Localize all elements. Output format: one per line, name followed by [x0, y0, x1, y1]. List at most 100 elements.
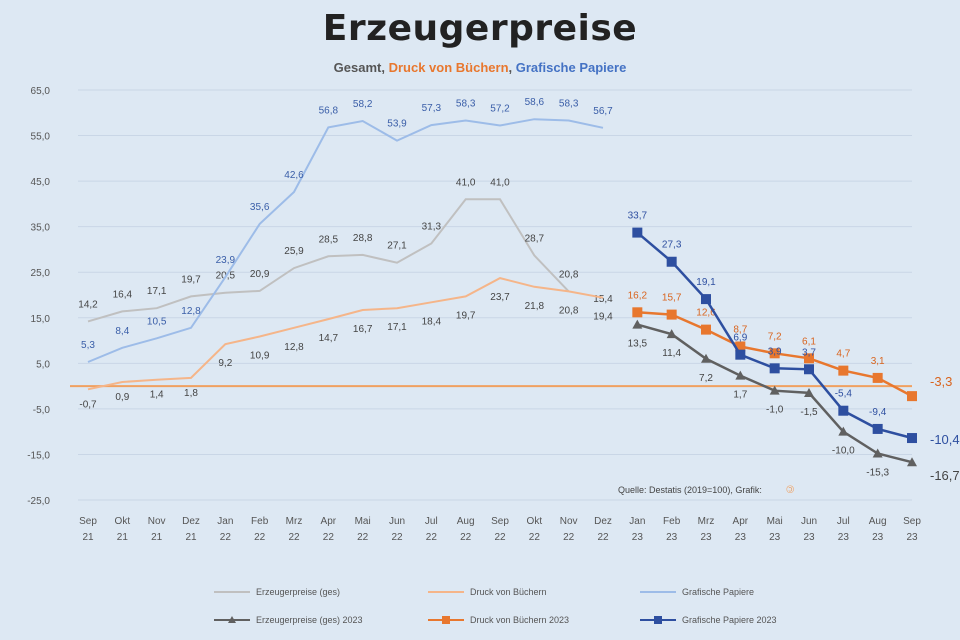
legend-entry: Druck von Büchern 2023	[470, 615, 569, 625]
data-label: 17,1	[147, 286, 167, 297]
y-tick-label: 5,0	[36, 359, 50, 370]
data-label: -10,4	[930, 432, 960, 447]
y-tick-label: 25,0	[31, 268, 51, 279]
data-label: 27,1	[387, 241, 407, 252]
data-label: 53,9	[387, 119, 407, 130]
data-label: 1,7	[733, 390, 747, 401]
data-label: 58,2	[353, 99, 373, 110]
data-label: 42,6	[284, 170, 304, 181]
data-point-4	[769, 348, 780, 359]
legend-swatch-marker	[228, 616, 236, 623]
x-tick-label: Nov 21	[148, 516, 166, 543]
data-label: 41,0	[456, 177, 476, 188]
data-label: -0,7	[79, 399, 97, 410]
data-label: 3,1	[871, 356, 885, 367]
data-point-3	[701, 353, 711, 363]
x-tick-label: Sep 21	[79, 516, 97, 543]
x-tick-label: Mai 22	[355, 516, 371, 543]
data-label: 8,7	[733, 324, 747, 335]
x-tick-label: Apr 23	[733, 516, 749, 543]
series-line-1	[87, 277, 604, 391]
x-tick-label: Mrz 22	[286, 516, 303, 543]
data-point-5	[632, 227, 643, 238]
data-label: 1,8	[184, 388, 198, 399]
data-label: 56,7	[593, 106, 613, 117]
data-point-5	[666, 256, 677, 267]
data-label: 56,8	[319, 105, 339, 116]
data-label: 8,4	[115, 326, 129, 337]
y-tick-label: 15,0	[31, 314, 51, 325]
data-label: 33,7	[628, 211, 648, 222]
data-label: 57,2	[490, 104, 510, 115]
x-tick-label: Jun 22	[389, 516, 405, 543]
legend-entry: Erzeugerpreise (ges) 2023	[256, 615, 363, 625]
x-tick-label: Feb 23	[663, 516, 681, 543]
x-tick-label: Nov 22	[560, 516, 578, 543]
y-tick-label: -5,0	[33, 405, 51, 416]
data-label: 27,3	[662, 240, 682, 251]
x-tick-label: Okt 22	[527, 516, 543, 543]
data-label: 17,1	[387, 322, 407, 333]
data-label: 57,3	[422, 103, 442, 114]
data-point-3	[838, 426, 849, 436]
legend-swatch-marker	[442, 616, 450, 624]
x-tick-label: Jan 22	[217, 516, 233, 543]
data-point-3	[907, 457, 917, 467]
data-label: 23,7	[490, 292, 510, 303]
subtitle-part-total: Gesamt,	[333, 60, 389, 75]
data-label: 58,3	[559, 99, 579, 110]
x-tick-label: Mai 23	[767, 516, 783, 543]
data-label: -3,3	[930, 374, 952, 389]
data-point-5	[701, 294, 711, 305]
y-tick-label: 65,0	[31, 86, 51, 97]
legend-entry: Grafische Papiere 2023	[682, 615, 777, 625]
data-label: 6,1	[802, 336, 816, 347]
y-tick-label: -25,0	[27, 496, 50, 507]
data-label: 15,4	[593, 294, 613, 305]
data-label: 0,9	[115, 392, 129, 403]
data-point-4	[872, 372, 883, 383]
data-point-5	[769, 363, 780, 374]
data-label: 23,9	[216, 255, 236, 266]
data-label: 20,9	[250, 269, 270, 280]
data-point-3	[735, 370, 746, 380]
data-label: 20,8	[559, 305, 579, 316]
data-point-4	[838, 365, 849, 376]
data-label: -5,4	[835, 389, 853, 400]
data-point-5	[872, 423, 883, 434]
data-label: 25,9	[284, 246, 304, 257]
data-label: 14,7	[319, 333, 339, 344]
data-label: 31,3	[422, 222, 442, 233]
data-label: 19,7	[456, 310, 476, 321]
x-tick-label: Aug 23	[869, 516, 887, 543]
x-tick-label: Jul 23	[837, 516, 850, 543]
source-note: Quelle: Destatis (2019=100), Grafik:	[618, 485, 762, 495]
x-tick-label: Okt 21	[115, 516, 131, 543]
data-label: -16,7	[930, 468, 960, 483]
x-tick-label: Sep 22	[491, 516, 509, 543]
data-label: 15,7	[662, 293, 682, 304]
data-label: 14,2	[78, 299, 98, 310]
data-label: 12,8	[181, 306, 201, 317]
data-label: 12,8	[284, 342, 304, 353]
data-label: 19,4	[593, 312, 613, 323]
data-label: 41,0	[490, 177, 510, 188]
legend-entry: Druck von Büchern	[470, 587, 547, 597]
data-point-4	[735, 341, 746, 352]
data-label: 3,7	[802, 347, 816, 358]
y-tick-label: 35,0	[31, 223, 51, 234]
x-tick-label: Apr 22	[321, 516, 337, 543]
data-point-3	[804, 387, 814, 397]
data-label: 16,7	[353, 324, 373, 335]
data-label: 16,2	[628, 290, 648, 301]
data-label: 7,2	[699, 373, 713, 384]
legend-entry: Grafische Papiere	[682, 587, 754, 597]
data-label: 3,9	[768, 346, 782, 357]
data-label: 28,7	[525, 233, 545, 244]
source-mark: 🄯	[786, 485, 794, 496]
data-label: 58,3	[456, 99, 476, 110]
data-point-4	[701, 324, 711, 335]
y-tick-label: 45,0	[31, 177, 51, 188]
subtitle-part-books: Druck von Büchern	[388, 60, 509, 75]
